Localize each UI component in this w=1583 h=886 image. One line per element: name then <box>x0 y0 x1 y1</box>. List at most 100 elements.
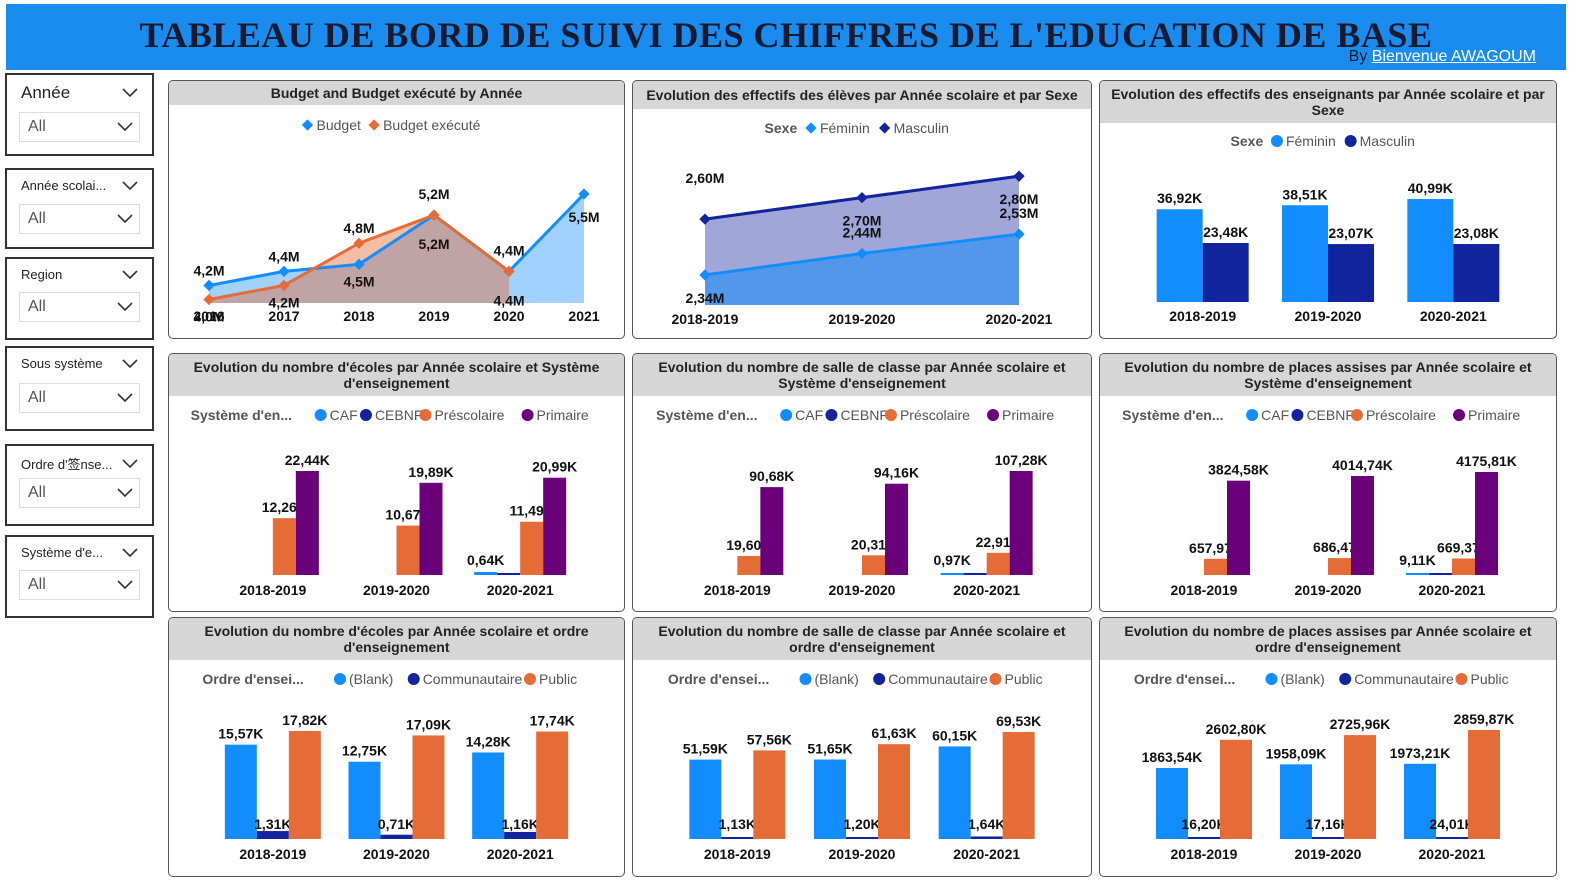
bar-public[interactable] <box>536 731 569 839</box>
slicer-systeme-enseignement-header[interactable]: Système d'e... <box>21 545 138 560</box>
bar-primaire[interactable] <box>543 477 567 575</box>
slicer-annee-scolaire-header[interactable]: Année scolai... <box>21 178 138 193</box>
legend-item-blank[interactable]: (Blank) <box>1281 671 1325 687</box>
legend-item-primaire[interactable]: Primaire <box>1002 407 1054 423</box>
bar-public[interactable] <box>288 731 321 839</box>
data-point[interactable] <box>428 209 440 221</box>
legend-item-communautaire[interactable]: Communautaire <box>1354 671 1454 687</box>
bar-communautaire[interactable] <box>1312 837 1344 839</box>
bar-blank[interactable] <box>224 744 257 839</box>
slicer-sous-systeme-dropdown[interactable]: All <box>19 383 140 413</box>
bar-cebnf[interactable] <box>963 573 987 575</box>
legend-item-budget-execute[interactable]: Budget exécuté <box>383 117 481 133</box>
bar-primaire[interactable] <box>1009 471 1033 575</box>
bar-public[interactable] <box>753 750 786 839</box>
bar-masculin[interactable] <box>1453 244 1500 302</box>
bar-blank[interactable] <box>348 761 381 839</box>
legend-item-blank[interactable]: (Blank) <box>349 671 393 687</box>
data-point[interactable] <box>1013 228 1025 240</box>
legend-item-public[interactable]: Public <box>1005 671 1043 687</box>
bar-public[interactable] <box>1468 730 1500 839</box>
legend-item-primaire[interactable]: Primaire <box>1468 407 1520 423</box>
legend-item-cebnf[interactable]: CEBNF <box>375 407 422 423</box>
bar-blank[interactable] <box>472 752 505 839</box>
bar-prescolaire[interactable] <box>737 555 761 575</box>
bar-prescolaire[interactable] <box>986 552 1010 575</box>
bar-public[interactable] <box>1220 739 1252 839</box>
bar-communautaire[interactable] <box>380 834 413 839</box>
bar-communautaire[interactable] <box>256 831 289 839</box>
bar-prescolaire[interactable] <box>396 525 420 575</box>
bar-prescolaire[interactable] <box>1452 558 1475 575</box>
slicer-annee-dropdown[interactable]: All <box>19 112 140 142</box>
bar-caf[interactable] <box>940 573 964 575</box>
slicer-systeme-enseignement-dropdown[interactable]: All <box>19 570 140 600</box>
bar-primaire[interactable] <box>885 483 908 575</box>
bar-blank[interactable] <box>938 746 971 839</box>
legend-item-blank[interactable]: (Blank) <box>815 671 859 687</box>
bar-communautaire[interactable] <box>846 837 878 839</box>
bar-prescolaire[interactable] <box>1328 558 1351 575</box>
bar-masculin[interactable] <box>1202 243 1249 302</box>
bar-feminin[interactable] <box>1156 209 1203 302</box>
slicer-annee-header[interactable]: Année <box>21 83 138 103</box>
data-point[interactable] <box>856 191 868 204</box>
bar-blank[interactable] <box>814 759 846 839</box>
bar-public[interactable] <box>1002 732 1035 839</box>
bar-blank[interactable] <box>1156 767 1188 839</box>
legend-item-feminin[interactable]: Féminin <box>820 120 870 136</box>
bar-primaire[interactable] <box>419 482 443 575</box>
bar-public[interactable] <box>878 744 910 839</box>
bar-blank[interactable] <box>1280 764 1312 839</box>
bar-public[interactable] <box>1344 735 1376 839</box>
data-point[interactable] <box>203 279 215 292</box>
bar-communautaire[interactable] <box>1436 837 1468 839</box>
legend-item-masculin[interactable]: Masculin <box>894 120 949 136</box>
legend-item-public[interactable]: Public <box>539 671 577 687</box>
legend-item-communautaire[interactable]: Communautaire <box>888 671 988 687</box>
legend-item-budget[interactable]: Budget <box>317 117 361 133</box>
data-point[interactable] <box>856 247 868 260</box>
data-point[interactable] <box>278 265 290 278</box>
bar-primaire[interactable] <box>1227 480 1250 575</box>
legend-item-communautaire[interactable]: Communautaire <box>423 671 523 687</box>
data-point[interactable] <box>203 293 215 306</box>
bar-masculin[interactable] <box>1328 244 1374 302</box>
bar-cebnf[interactable] <box>1429 573 1452 575</box>
slicer-ordre-enseignement-dropdown[interactable]: All <box>19 478 140 508</box>
data-point[interactable] <box>353 258 365 270</box>
legend-item-feminin[interactable]: Féminin <box>1286 133 1336 149</box>
bar-blank[interactable] <box>1404 763 1436 839</box>
legend-item-caf[interactable]: CAF <box>330 407 358 423</box>
bar-caf[interactable] <box>1406 573 1429 575</box>
bar-primaire[interactable] <box>1475 472 1498 575</box>
legend-item-prescolaire[interactable]: Préscolaire <box>434 407 504 423</box>
data-point[interactable] <box>503 265 515 278</box>
slicer-sous-systeme-header[interactable]: Sous système <box>21 356 138 371</box>
slicer-region-dropdown[interactable]: All <box>19 292 140 322</box>
legend-item-caf[interactable]: CAF <box>1261 407 1289 423</box>
data-point[interactable] <box>353 237 365 249</box>
data-point[interactable] <box>278 279 290 292</box>
legend-item-caf[interactable]: CAF <box>795 407 823 423</box>
legend-item-primaire[interactable]: Primaire <box>537 407 589 423</box>
bar-primaire[interactable] <box>1351 475 1374 575</box>
legend-item-public[interactable]: Public <box>1471 671 1509 687</box>
bar-communautaire[interactable] <box>970 836 1003 839</box>
bar-prescolaire[interactable] <box>520 521 544 575</box>
slicer-annee-scolaire-dropdown[interactable]: All <box>19 204 140 234</box>
bar-public[interactable] <box>412 735 445 839</box>
legend-item-prescolaire[interactable]: Préscolaire <box>900 407 970 423</box>
bar-communautaire[interactable] <box>504 831 537 839</box>
bar-communautaire[interactable] <box>1188 837 1220 839</box>
bar-cebnf[interactable] <box>497 573 521 575</box>
bar-feminin[interactable] <box>1282 205 1328 302</box>
legend-item-cebnf[interactable]: CEBNF <box>1306 407 1353 423</box>
bar-feminin[interactable] <box>1407 199 1454 302</box>
legend-item-masculin[interactable]: Masculin <box>1360 133 1415 149</box>
data-point[interactable] <box>699 269 711 281</box>
slicer-ordre-enseignement-header[interactable]: Ordre d'签nse... <box>21 454 138 473</box>
bar-blank[interactable] <box>689 759 722 839</box>
slicer-region-header[interactable]: Region <box>21 267 138 282</box>
bar-prescolaire[interactable] <box>1204 558 1227 575</box>
